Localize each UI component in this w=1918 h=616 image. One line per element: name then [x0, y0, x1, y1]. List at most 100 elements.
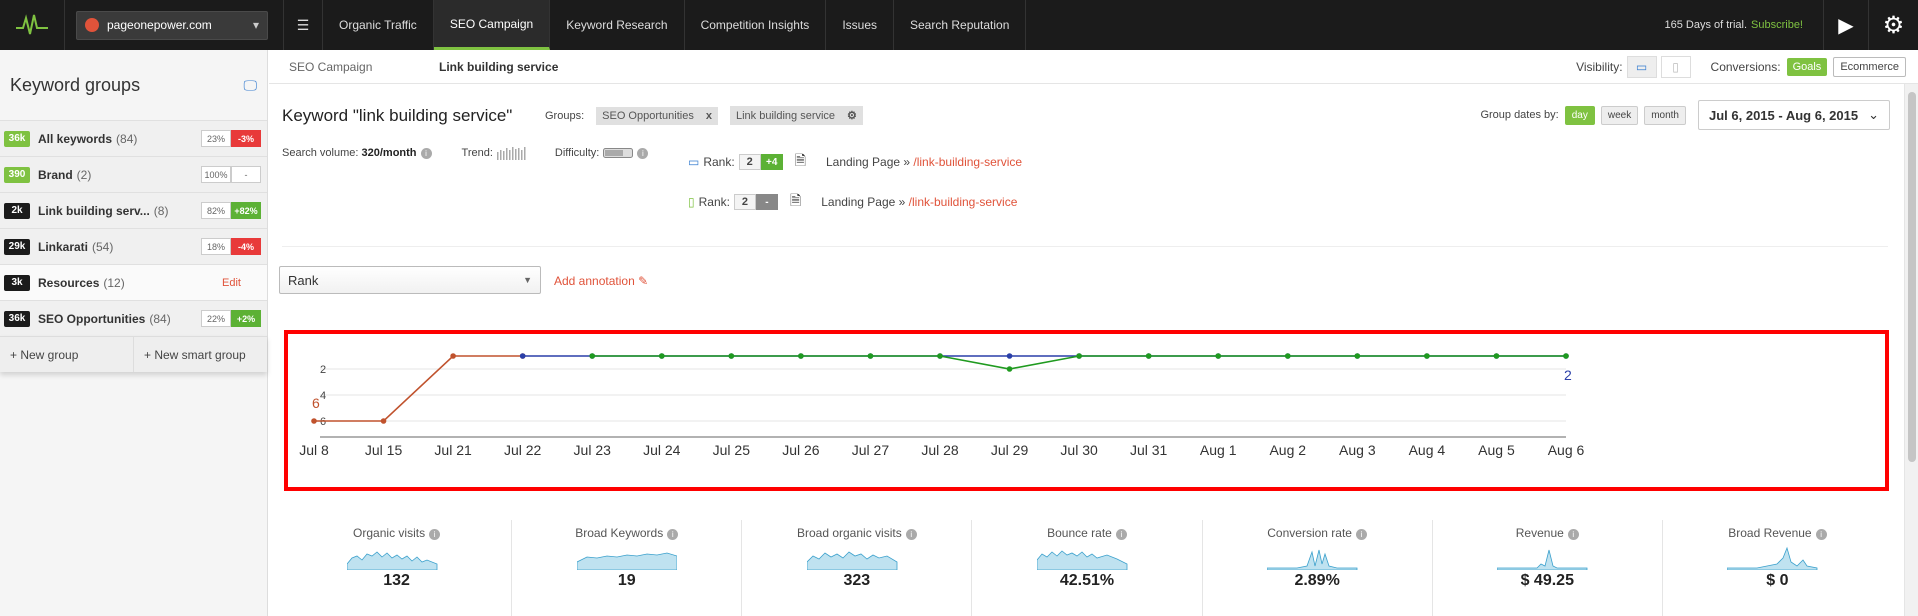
volume-badge: 3k: [4, 274, 30, 291]
goals-button[interactable]: Goals: [1786, 57, 1828, 76]
page-scrollbar[interactable]: [1904, 84, 1918, 616]
tag-settings-icon[interactable]: ⚙: [847, 110, 857, 122]
group-count: (84): [116, 131, 138, 146]
group-percentages: 18% -4%: [201, 238, 261, 255]
group-count: (8): [153, 203, 169, 218]
x-tick-label: Aug 3: [1339, 442, 1376, 458]
new-smart-group-button[interactable]: + New smart group: [133, 337, 267, 372]
stat-organic-visits: Organic visits i 132: [282, 520, 513, 616]
tab-seo-campaign[interactable]: SEO Campaign: [433, 0, 551, 50]
info-icon[interactable]: i: [905, 529, 917, 540]
new-group-button[interactable]: + New group: [10, 347, 79, 362]
group-by-week-button[interactable]: week: [1600, 105, 1639, 125]
group-by-month-button[interactable]: month: [1644, 105, 1686, 125]
section-divider: [282, 246, 1888, 247]
data-point: [380, 418, 387, 424]
info-icon[interactable]: i: [637, 147, 649, 159]
chevron-down-icon: ⌄: [1868, 107, 1879, 122]
site-selector[interactable]: pageonepower.com ▾: [76, 10, 268, 40]
ecommerce-button[interactable]: Ecommerce: [1833, 56, 1906, 77]
search-volume-value: 320/month: [361, 147, 417, 159]
info-icon[interactable]: i: [1815, 529, 1827, 540]
change-percent: -: [231, 166, 261, 183]
info-icon[interactable]: i: [1355, 529, 1367, 540]
y-tick-label: 2: [320, 364, 326, 376]
monitor-icon[interactable]: 🖵: [243, 76, 258, 93]
breadcrumb-current: Link building service: [439, 59, 559, 74]
group-item-all-keywords[interactable]: 36k All keywords (84) 23% -3%: [0, 120, 267, 156]
document-icon[interactable]: 🗎: [794, 152, 806, 168]
sidebar-actions: + New group + New smart group: [0, 336, 267, 372]
rank-label: Rank:: [703, 155, 735, 169]
tab-organic-traffic[interactable]: Organic Traffic: [323, 0, 434, 50]
tab-issues[interactable]: Issues: [826, 0, 894, 50]
group-item-seo-opportunities[interactable]: 36k SEO Opportunities (84) 22% +2%: [0, 300, 267, 336]
stat-value: 19: [617, 572, 636, 589]
group-by-day-button[interactable]: day: [1564, 105, 1595, 125]
metric-select[interactable]: Rank ▼: [279, 266, 541, 294]
group-name: Link building serv...: [38, 203, 150, 218]
desktop-icon[interactable]: ▭: [1626, 55, 1657, 78]
pulse-logo-icon: [16, 14, 48, 35]
rank-delta: -: [755, 194, 778, 210]
tab-keyword-research[interactable]: Keyword Research: [550, 0, 685, 50]
sparkline-chart: [1036, 550, 1128, 570]
breadcrumb-parent[interactable]: SEO Campaign: [289, 59, 373, 74]
group-item-link-building[interactable]: 2k Link building serv... (8) 82% +82%: [0, 192, 267, 228]
edit-group-link[interactable]: Edit: [222, 276, 241, 289]
play-icon[interactable]: ▶: [1823, 0, 1868, 50]
x-tick-label: Aug 6: [1548, 442, 1585, 458]
info-icon[interactable]: i: [1567, 529, 1579, 540]
volume-badge: 390: [4, 166, 30, 183]
landing-page-link[interactable]: /link-building-service: [913, 155, 1023, 169]
stats-row: Organic visits i 132 Broad Keywords i 19 Broad…: [282, 520, 1892, 616]
group-percentages: 100% -: [201, 166, 261, 183]
stat-value: 323: [843, 572, 871, 589]
x-tick-label: Jul 24: [643, 442, 681, 458]
group-tag: SEO Opportunities x: [596, 106, 718, 125]
x-tick-label: Jul 31: [1130, 442, 1168, 458]
gear-icon[interactable]: ⚙: [1868, 0, 1918, 50]
subscribe-link[interactable]: Subscribe!: [1751, 19, 1803, 31]
tab-search-reputation[interactable]: Search Reputation: [894, 0, 1027, 50]
group-name: Resources: [38, 275, 100, 290]
app-logo[interactable]: [0, 0, 65, 50]
data-point: [798, 353, 804, 359]
chevron-down-icon: ▼: [523, 275, 532, 285]
group-count: (12): [103, 275, 125, 290]
info-icon[interactable]: i: [667, 529, 679, 540]
stat-value: 2.89%: [1294, 572, 1340, 589]
volume-badge: 36k: [4, 130, 30, 147]
scrollbar-thumb[interactable]: [1908, 92, 1916, 462]
keyword-title: Keyword "link building service": [282, 106, 513, 125]
change-percent: +2%: [231, 310, 261, 327]
add-annotation-link[interactable]: Add annotation ✎: [554, 274, 648, 288]
landing-page-link[interactable]: /link-building-service: [908, 195, 1018, 209]
x-tick-label: Jul 28: [921, 442, 959, 458]
document-icon[interactable]: 🗎: [789, 192, 802, 208]
info-icon[interactable]: i: [420, 147, 432, 159]
info-icon[interactable]: i: [429, 529, 441, 540]
group-item-linkarati[interactable]: 29k Linkarati (54) 18% -4%: [0, 228, 267, 264]
start-value-label: 6: [312, 395, 320, 411]
info-icon[interactable]: i: [1115, 529, 1127, 540]
group-item-brand[interactable]: 390 Brand (2) 100% -: [0, 156, 267, 192]
data-point: [1563, 353, 1569, 359]
mobile-icon[interactable]: ▯: [1660, 55, 1691, 78]
stat-label: Broad Keywords i: [575, 526, 679, 540]
group-item-resources[interactable]: 3k Resources (12) Edit: [0, 264, 267, 300]
menu-list-icon[interactable]: ☰: [283, 0, 323, 50]
date-range-value: Jul 6, 2015 - Aug 6, 2015: [1709, 107, 1859, 123]
data-point: [728, 353, 735, 359]
landing-page-label: Landing Page »: [821, 195, 906, 209]
change-percent: +82%: [231, 202, 261, 219]
date-range-picker[interactable]: Jul 6, 2015 - Aug 6, 2015 ⌄: [1698, 100, 1890, 130]
stat-label: Organic visits i: [353, 526, 441, 540]
landing-page: Landing Page » /link-building-service: [821, 195, 1017, 209]
tab-competition-insights[interactable]: Competition Insights: [685, 0, 827, 50]
remove-tag-icon[interactable]: x: [705, 109, 712, 122]
keyword-metrics: Search volume: 320/month i Trend: Diffic…: [282, 146, 649, 160]
group-percentages: 23% -3%: [201, 130, 261, 147]
visibility-label: Visibility:: [1576, 59, 1623, 74]
